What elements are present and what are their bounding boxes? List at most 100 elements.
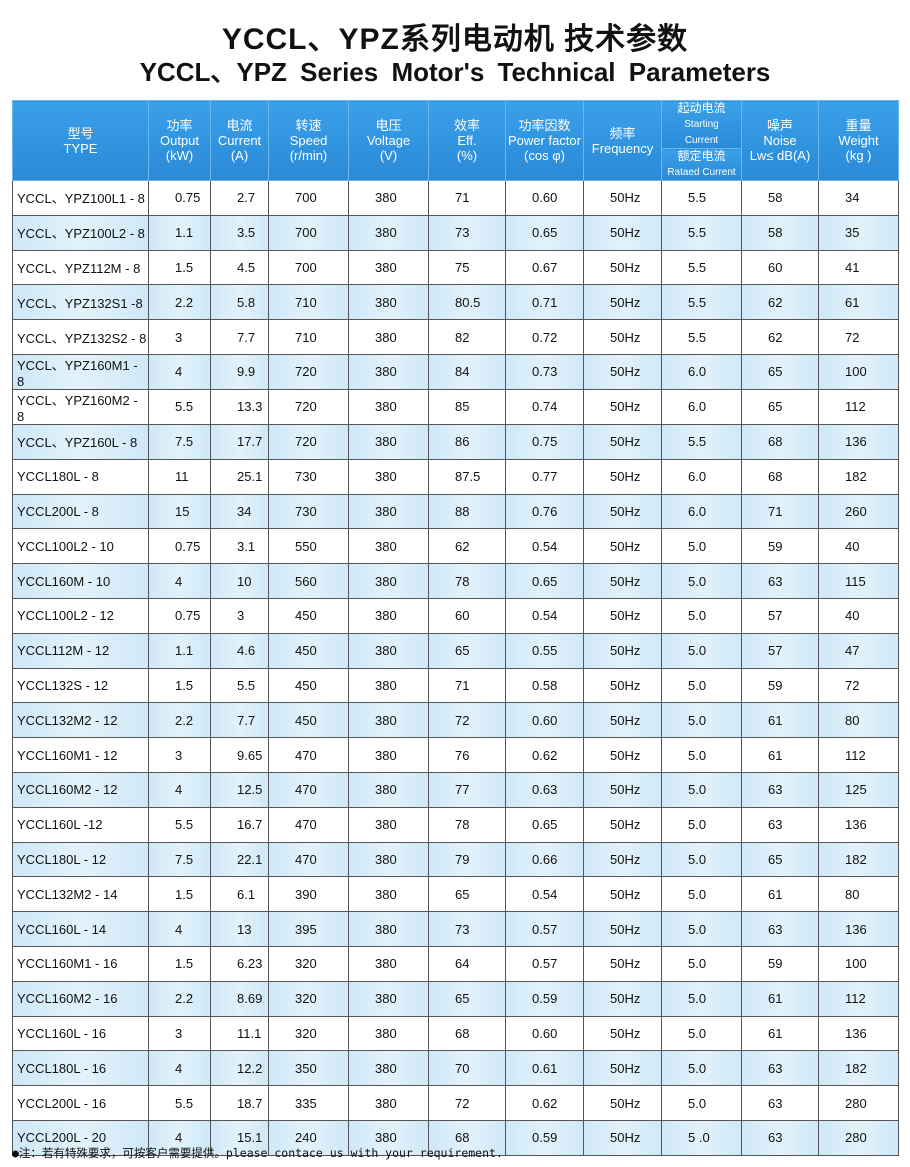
cell-weight: 112: [818, 388, 899, 425]
cell-speed: 730: [268, 493, 349, 530]
header-current: 电流 Current (A): [210, 100, 269, 181]
cell-voltage: 380: [348, 1050, 429, 1087]
table-row: YCCL200L - 8 15 34 730 380 88 0.76 50Hz 6.0 71 260: [12, 493, 899, 530]
cell-starting-current-ratio: 5.0: [661, 737, 742, 773]
cell-noise: 63: [741, 1119, 819, 1156]
cell-output: 7.5: [148, 841, 211, 878]
cell-starting-current-ratio: 5.0: [661, 667, 742, 704]
cell-voltage: 380: [348, 876, 429, 913]
header-weight: 重量 Weight (kg ): [818, 100, 899, 181]
cell-weight: 136: [818, 1015, 899, 1052]
cell-type: YCCL、YPZ160M1 - 8: [12, 353, 149, 390]
cell-current: 4.5: [210, 249, 269, 286]
cell-voltage: 380: [348, 284, 429, 321]
cell-power-factor: 0.54: [505, 876, 584, 913]
cell-current: 6.23: [210, 945, 269, 982]
cell-speed: 560: [268, 563, 349, 599]
cell-power-factor: 0.65: [505, 563, 584, 599]
cell-weight: 40: [818, 528, 899, 565]
cell-weight: 136: [818, 806, 899, 843]
cell-frequency: 50Hz: [583, 249, 662, 286]
cell-speed: 720: [268, 353, 349, 390]
cell-power-factor: 0.74: [505, 388, 584, 425]
cell-efficiency: 73: [428, 911, 506, 947]
header-noise: 噪声 Noise Lw≤ dB(A): [741, 100, 819, 181]
cell-current: 5.5: [210, 667, 269, 704]
cell-power-factor: 0.63: [505, 771, 584, 808]
cell-starting-current-ratio: 6.0: [661, 388, 742, 425]
table-row: YCCL、YPZ132S2 - 8 3 7.7 710 380 82 0.72 50Hz 5.5…: [12, 319, 899, 355]
table-row: YCCL160M1 - 16 1.5 6.23 320 380 64 0.57 50Hz 5.0…: [12, 945, 899, 982]
cell-voltage: 380: [348, 1119, 429, 1156]
cell-type: YCCL100L2 - 12: [12, 597, 149, 634]
cell-voltage: 380: [348, 319, 429, 355]
cell-noise: 65: [741, 388, 819, 425]
cell-type: YCCL112M - 12: [12, 632, 149, 669]
cell-power-factor: 0.59: [505, 1119, 584, 1156]
cell-efficiency: 72: [428, 702, 506, 739]
cell-type: YCCL160M2 - 16: [12, 980, 149, 1017]
cell-power-factor: 0.65: [505, 214, 584, 251]
cell-efficiency: 60: [428, 597, 506, 634]
cell-frequency: 50Hz: [583, 597, 662, 634]
cell-current: 5.8: [210, 284, 269, 321]
cell-voltage: 380: [348, 249, 429, 286]
cell-noise: 63: [741, 1050, 819, 1087]
cell-frequency: 50Hz: [583, 1085, 662, 1121]
cell-speed: 450: [268, 702, 349, 739]
table-row: YCCL200L - 16 5.5 18.7 335 380 72 0.62 50Hz 5.0 6…: [12, 1085, 899, 1121]
cell-type: YCCL160M - 10: [12, 563, 149, 599]
cell-frequency: 50Hz: [583, 493, 662, 530]
cell-weight: 80: [818, 876, 899, 913]
cell-efficiency: 68: [428, 1119, 506, 1156]
cell-efficiency: 77: [428, 771, 506, 808]
cell-power-factor: 0.57: [505, 945, 584, 982]
cell-starting-current-ratio: 5.0: [661, 980, 742, 1017]
cell-power-factor: 0.60: [505, 702, 584, 739]
cell-starting-current-ratio: 5.5: [661, 214, 742, 251]
table-row: YCCL132S - 12 1.5 5.5 450 380 71 0.58 50Hz 5.0 59…: [12, 667, 899, 704]
title-english: YCCL、YPZ Series Motor's Technical Parame…: [139, 57, 771, 87]
cell-current: 10: [210, 563, 269, 599]
cell-weight: 115: [818, 563, 899, 599]
cell-weight: 35: [818, 214, 899, 251]
cell-type: YCCL200L - 20: [12, 1119, 149, 1156]
cell-output: 0.75: [148, 180, 211, 216]
cell-power-factor: 0.62: [505, 1085, 584, 1121]
cell-noise: 58: [741, 214, 819, 251]
cell-starting-current-ratio: 5.0: [661, 806, 742, 843]
cell-voltage: 380: [348, 423, 429, 460]
cell-voltage: 380: [348, 388, 429, 425]
cell-weight: 112: [818, 737, 899, 773]
table-row: YCCL160M2 - 16 2.2 8.69 320 380 65 0.59 50Hz 5.0…: [12, 980, 899, 1017]
cell-noise: 63: [741, 1085, 819, 1121]
cell-output: 1.5: [148, 249, 211, 286]
cell-frequency: 50Hz: [583, 180, 662, 216]
cell-speed: 700: [268, 249, 349, 286]
cell-power-factor: 0.60: [505, 180, 584, 216]
cell-speed: 700: [268, 180, 349, 216]
cell-weight: 260: [818, 493, 899, 530]
cell-weight: 80: [818, 702, 899, 739]
cell-speed: 550: [268, 528, 349, 565]
cell-starting-current-ratio: 5.0: [661, 911, 742, 947]
cell-voltage: 380: [348, 702, 429, 739]
cell-output: 11: [148, 458, 211, 495]
cell-starting-current-ratio: 5.0: [661, 771, 742, 808]
cell-speed: 700: [268, 214, 349, 251]
cell-starting-current-ratio: 5.0: [661, 1085, 742, 1121]
table-row: YCCL180L - 8 11 25.1 730 380 87.5 0.77 50Hz 6.0 6…: [12, 458, 899, 495]
cell-output: 1.1: [148, 632, 211, 669]
header-rated-current: 额定电流 Rataed Current: [661, 148, 742, 181]
cell-voltage: 380: [348, 980, 429, 1017]
cell-speed: 390: [268, 876, 349, 913]
cell-weight: 136: [818, 911, 899, 947]
cell-speed: 470: [268, 737, 349, 773]
table-row: YCCL160M - 10 4 10 560 380 78 0.65 50Hz 5.0 63 115: [12, 563, 899, 599]
cell-voltage: 380: [348, 911, 429, 947]
cell-current: 3.5: [210, 214, 269, 251]
cell-efficiency: 76: [428, 737, 506, 773]
cell-current: 13: [210, 911, 269, 947]
cell-voltage: 380: [348, 214, 429, 251]
cell-power-factor: 0.76: [505, 493, 584, 530]
